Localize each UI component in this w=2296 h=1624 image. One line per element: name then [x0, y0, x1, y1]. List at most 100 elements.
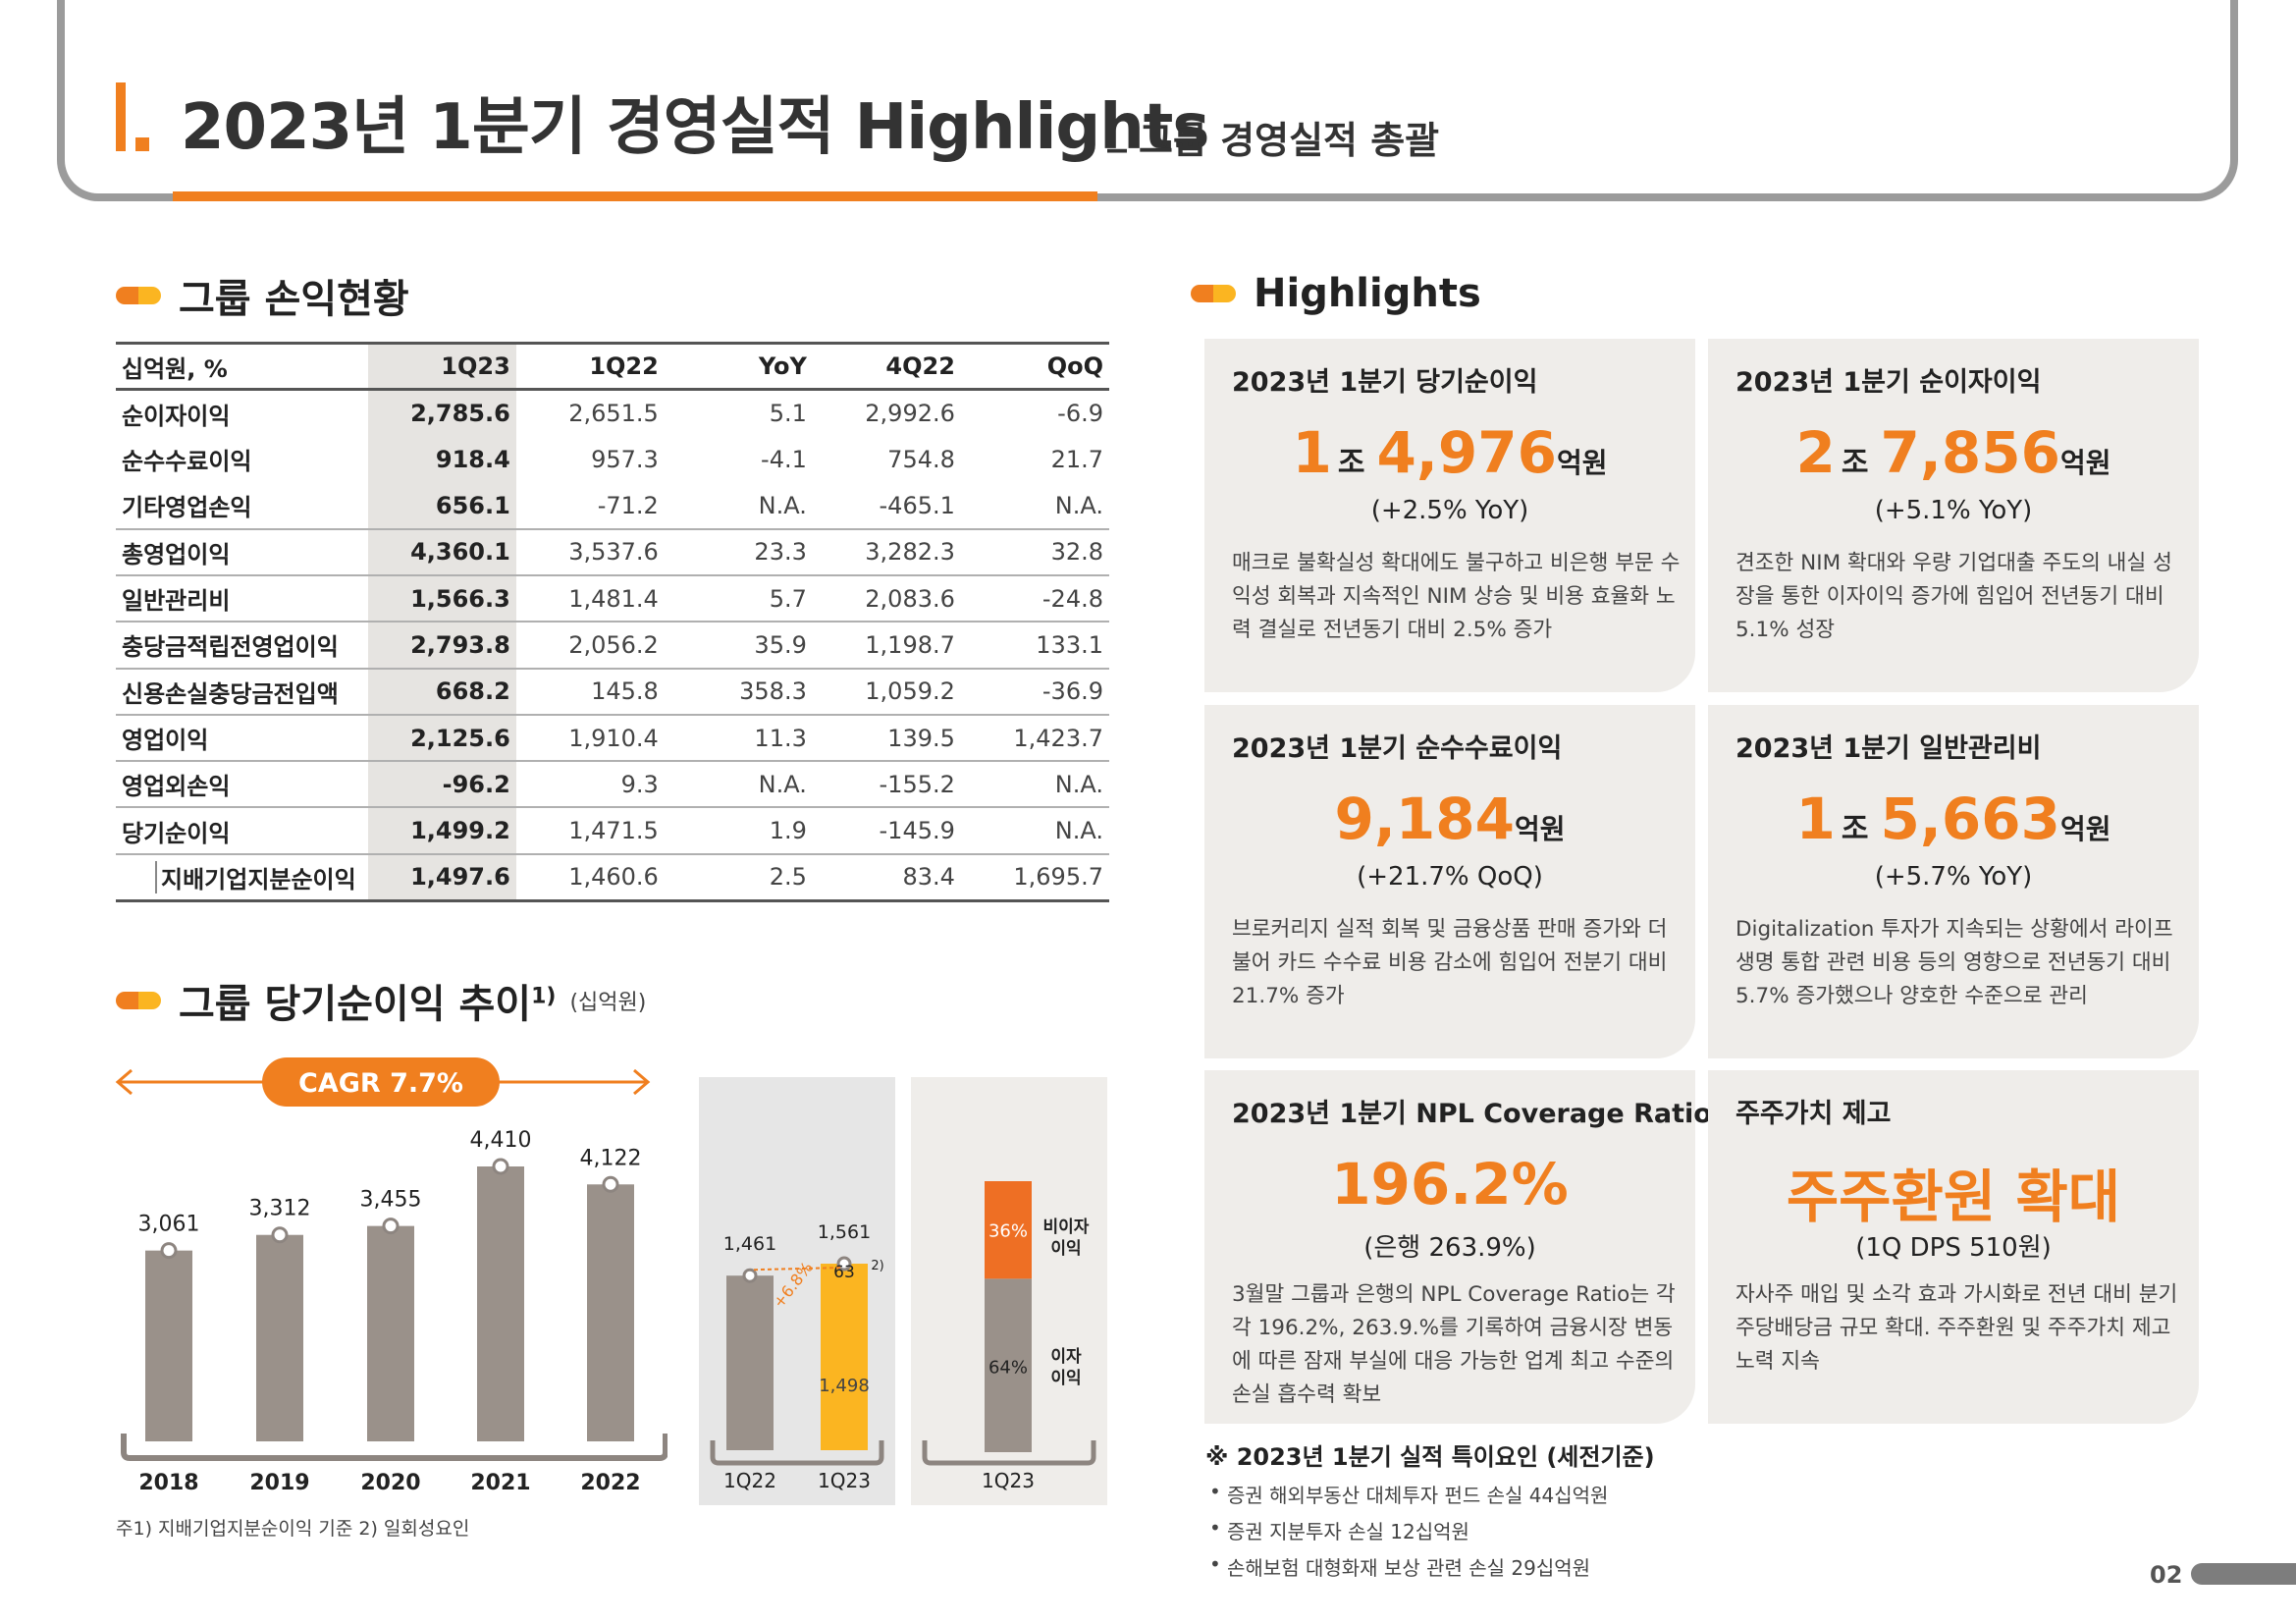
- pl-cell: N.A.: [960, 760, 1109, 808]
- card-value-minor: 196.2%: [1331, 1151, 1569, 1218]
- pl-row-label: 영업외손익: [116, 760, 368, 808]
- cagr-label: CAGR 7.7%: [298, 1068, 463, 1099]
- card-value-minor: 주주환원 확대: [1786, 1164, 2121, 1230]
- pl-cell: 21.7: [1050, 445, 1103, 473]
- bar: [587, 1184, 634, 1441]
- card-title: 2023년 1분기 NPL Coverage Ratio: [1232, 1099, 1712, 1129]
- pl-cell: 1,910.4: [515, 713, 665, 762]
- card-value: 1 조 4,976억원: [1204, 419, 1695, 486]
- card-value-major: 1: [1292, 419, 1332, 486]
- pl-cell: 3,282.3: [812, 527, 961, 575]
- pl-row-label: 지배기업지분순이익: [116, 852, 368, 902]
- highlight-card: 2023년 1분기 NPL Coverage Ratio 196.2% (은행 26…: [1204, 1070, 1712, 1424]
- pl-cell: -145.9: [812, 806, 961, 854]
- series-label: 비이자: [1043, 1218, 1090, 1237]
- pl-cell: 1,481.4: [515, 573, 665, 623]
- page-title: 2023년 1분기 경영실적 Highlights: [181, 91, 1209, 164]
- bar-value-label: 3,061: [138, 1213, 200, 1237]
- segment-label: 36%: [988, 1221, 1028, 1242]
- bar-marker: [160, 1242, 178, 1260]
- bar-marker: [602, 1175, 619, 1193]
- page-number: 02: [2150, 1561, 2183, 1589]
- card-title: 2023년 1분기 순이자이익: [1735, 367, 2042, 398]
- pl-cell: 1,059.2: [812, 667, 961, 715]
- series-label: 이익: [1050, 1239, 1081, 1259]
- title-roman-bar: [116, 82, 126, 151]
- pl-row-label: 당기순이익: [116, 806, 368, 854]
- card-title: 2023년 1분기 당기순이익: [1232, 367, 1538, 398]
- pl-cell: 1,695.7: [960, 852, 1109, 902]
- highlight-card: 주주가치 제고 주주환원 확대 (1Q DPS 510원) 자사주 매입 및 소각 효…: [1708, 1070, 2199, 1424]
- pl-cell: -6.9: [1057, 400, 1103, 428]
- card-sub: (+5.1% YoY): [1874, 496, 2033, 525]
- base-value-label: 1,498: [819, 1376, 870, 1396]
- card-value: 196.2%: [1204, 1151, 1695, 1218]
- annual-net-income-chart: CAGR 7.7% 3,061 2018 3,312 2019 3,455 2020 4,41…: [115, 1057, 667, 1495]
- bar: [477, 1166, 524, 1441]
- highlights-section-header: Highlights: [1191, 271, 1481, 316]
- pl-cell: 1,460.6: [515, 852, 665, 902]
- card-value-major: 2: [1795, 419, 1836, 486]
- bar-marker: [382, 1218, 400, 1235]
- growth-line: [753, 1267, 841, 1272]
- card-value-unit: 억원: [2059, 447, 2111, 479]
- bar-marker: [742, 1268, 758, 1283]
- bar-value-label: 1,561: [818, 1221, 871, 1243]
- card-value: 2 조 7,856억원: [1708, 419, 2199, 486]
- pl-col-header: QoQ: [960, 341, 1109, 392]
- highlights-section-title: Highlights: [1254, 271, 1481, 316]
- bar: [145, 1250, 192, 1441]
- pl-cell: 83.4: [812, 852, 961, 902]
- x-tick-label: 2020: [360, 1471, 420, 1495]
- card-desc: 자사주 매입 및 소각 효과 가시화로 전년 대비 분기 주당배당금 규모 확대…: [1735, 1282, 2178, 1374]
- trend-section-header: 그룹 당기순이익 추이1) (십억원): [116, 972, 646, 1029]
- pl-row-label: 영업이익: [116, 713, 368, 762]
- pl-cell: 754.8: [887, 445, 955, 473]
- pl-cell: 23.3: [664, 527, 813, 575]
- pl-table-row: 일반관리비 1,566.3 1,481.4 5.7 2,083.6 -24.8: [116, 573, 1109, 623]
- pl-cell: 2,793.8: [367, 621, 516, 669]
- pl-section-header: 그룹 손익현황: [116, 267, 409, 324]
- pl-table-row: 신용손실충당금전입액 668.2 145.8 358.3 1,059.2 -36.9: [116, 667, 1109, 715]
- x-tick-label: 2019: [249, 1471, 309, 1495]
- pl-cell: N.A.: [960, 806, 1109, 854]
- pl-cell: 3,537.6: [515, 527, 665, 575]
- page-subtitle: 그룹 경영실적 총괄: [1139, 119, 1440, 162]
- pl-col-header: 십억원, %: [116, 341, 368, 392]
- card-desc: 3월말 그룹과 은행의 NPL Coverage Ratio는 각각 196.2…: [1232, 1282, 1676, 1407]
- section-pill-icon: [116, 992, 161, 1009]
- footnote: 주1) 지배기업지분순이익 기준 2) 일회성요인: [116, 1518, 470, 1540]
- x-tick-label: 2022: [580, 1471, 640, 1495]
- pl-table-row: 충당금적립전영업이익 2,793.8 2,056.2 35.9 1,198.7 133.1: [116, 621, 1109, 669]
- pl-row-label: 충당금적립전영업이익: [116, 621, 368, 669]
- pl-col-header: 4Q22: [812, 341, 961, 392]
- pl-cell: 2,992.6: [865, 400, 955, 428]
- pl-cell: 1,198.7: [812, 621, 961, 669]
- pl-col-header: YoY: [664, 341, 813, 392]
- axis-bracket: [710, 1440, 884, 1466]
- pl-cell: N.A.: [1054, 491, 1103, 519]
- special-factors-notes: ※ 2023년 1분기 실적 특이요인 (세전기준) 증권 해외부동산 대체투자…: [1205, 1437, 1655, 1581]
- pl-row-label: 신용손실충당금전입액: [116, 667, 368, 715]
- pl-cell: 1,471.5: [515, 806, 665, 854]
- pl-cell: 1,497.6: [367, 852, 516, 902]
- bar-value-label: 3,312: [249, 1197, 311, 1221]
- bar: [367, 1225, 414, 1441]
- cagr-arrow-right-icon: [633, 1068, 651, 1096]
- cagr-badge: [262, 1057, 500, 1107]
- card-title: 주주가치 제고: [1735, 1099, 1892, 1129]
- card-value-major-unit: 조: [1337, 446, 1365, 480]
- pl-cell: 5.7: [664, 573, 813, 623]
- title-roman-dot: [135, 137, 149, 151]
- one-off-note: 2): [871, 1259, 883, 1273]
- header-frame: [57, 0, 2238, 201]
- pl-table: 십억원, % 1Q23 1Q22 YoY 4Q22 QoQ 순이자이익 2,785…: [116, 341, 1109, 902]
- one-off-label: 63: [833, 1263, 855, 1282]
- bar-marker: [271, 1226, 289, 1244]
- page-number-bar: [2191, 1563, 2296, 1585]
- pl-cell: 957.3: [591, 445, 659, 473]
- card-value: 주주환원 확대: [1708, 1151, 2199, 1233]
- pl-col-header: 1Q23: [367, 341, 516, 392]
- header-accent-bar: [173, 191, 1097, 201]
